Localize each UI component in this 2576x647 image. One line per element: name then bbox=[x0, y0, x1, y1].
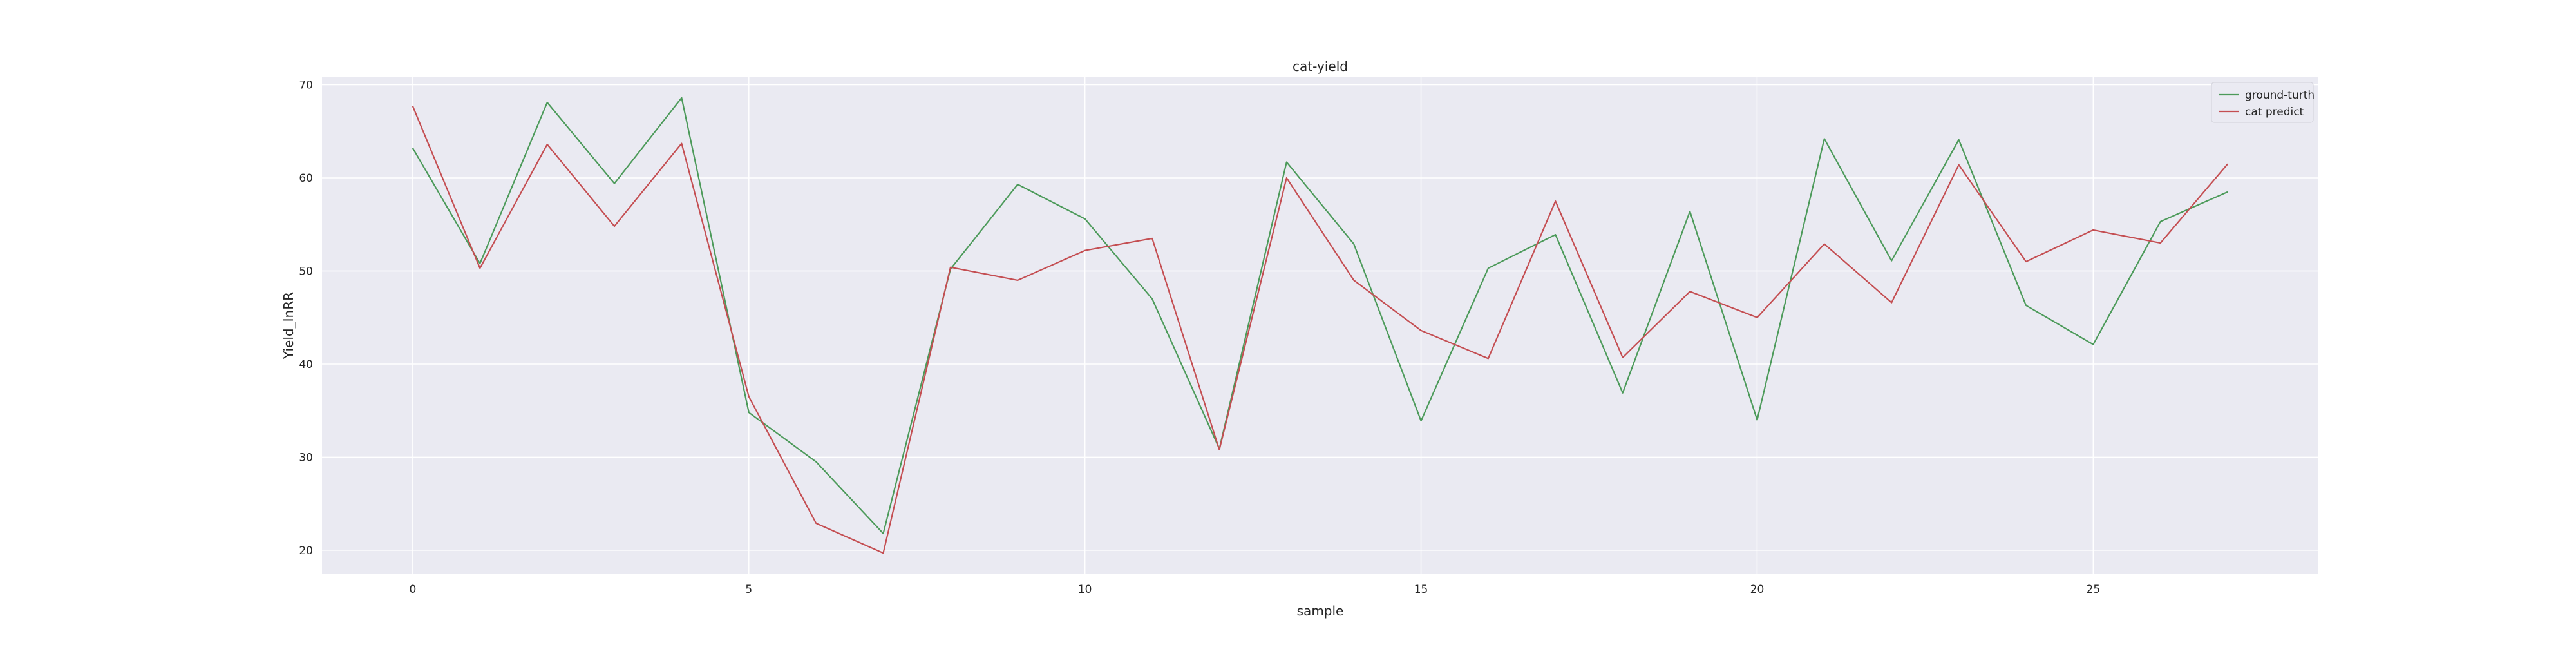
plot-area bbox=[322, 77, 2318, 574]
chart-title: cat-yield bbox=[1293, 59, 1348, 74]
y-tick-label: 60 bbox=[299, 172, 313, 185]
legend-label: cat predict bbox=[2245, 106, 2304, 119]
series-line-cat-predict bbox=[412, 106, 2228, 554]
series-line-ground-truth bbox=[412, 97, 2228, 535]
legend-box bbox=[2211, 82, 2314, 123]
x-axis-label: sample bbox=[1297, 603, 1344, 619]
tick-labels: 0 5 10 15 20 25 20 30 40 50 60 70 bbox=[299, 79, 2100, 596]
legend-label: ground-turth bbox=[2245, 89, 2315, 102]
x-tick-label: 15 bbox=[1414, 583, 1428, 596]
grid-lines bbox=[322, 77, 2318, 574]
y-tick-label: 30 bbox=[299, 451, 313, 464]
x-tick-label: 20 bbox=[1750, 583, 1765, 596]
y-tick-label: 70 bbox=[299, 79, 313, 92]
y-axis-label: Yield_InRR bbox=[281, 292, 296, 360]
x-tick-label: 25 bbox=[2087, 583, 2101, 596]
x-tick-label: 10 bbox=[1078, 583, 1092, 596]
y-tick-label: 20 bbox=[299, 545, 313, 557]
y-tick-label: 50 bbox=[299, 265, 313, 278]
legend: ground-turth cat predict bbox=[2211, 82, 2315, 123]
series-lines bbox=[412, 97, 2228, 554]
x-tick-label: 5 bbox=[745, 583, 752, 596]
y-tick-label: 40 bbox=[299, 358, 313, 371]
x-tick-label: 0 bbox=[409, 583, 416, 596]
